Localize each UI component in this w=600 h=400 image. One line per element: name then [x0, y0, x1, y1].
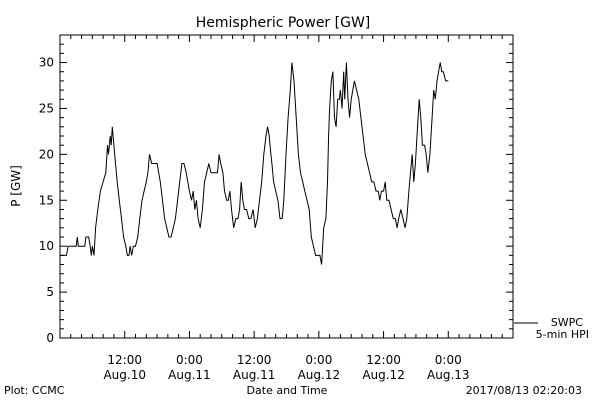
y-tick-label: 10 [39, 239, 54, 253]
x-tick-date-label: Aug.11 [233, 368, 276, 382]
x-tick-time-label: 12:00 [107, 353, 142, 367]
x-tick-time-label: 12:00 [366, 353, 401, 367]
y-tick-label: 15 [39, 193, 54, 207]
x-tick-date-label: Aug.13 [427, 368, 470, 382]
x-tick-time-label: 12:00 [237, 353, 272, 367]
legend: SWPC 5-min HPI [514, 316, 589, 341]
x-tick-date-label: Aug.12 [298, 368, 341, 382]
x-tick-time-label: 0:00 [305, 353, 332, 367]
y-tick-label: 20 [39, 147, 54, 161]
x-axis-label: Date and Time [247, 384, 328, 397]
plot-timestamp: 2017/08/13 02:20:03 [466, 384, 582, 397]
y-tick-label: 5 [46, 285, 54, 299]
x-tick-time-label: 0:00 [176, 353, 203, 367]
y-tick-label: 25 [39, 101, 54, 115]
y-tick-label: 0 [46, 331, 54, 345]
series-line-5-min-hpi [60, 62, 449, 265]
x-axis: 12:00Aug.100:00Aug.1112:00Aug.110:00Aug.… [70, 35, 503, 382]
x-tick-date-label: Aug.12 [362, 368, 405, 382]
legend-source: SWPC [551, 316, 583, 329]
y-tick-label: 30 [39, 56, 54, 70]
x-tick-time-label: 0:00 [435, 353, 462, 367]
y-axis-label: P [GW] [9, 165, 23, 207]
x-tick-date-label: Aug.11 [168, 368, 211, 382]
chart-title: Hemispheric Power [GW] [196, 15, 371, 31]
x-tick-date-label: Aug.10 [103, 368, 146, 382]
plot-credit: Plot: CCMC [4, 384, 65, 397]
legend-series: 5-min HPI [536, 328, 589, 341]
